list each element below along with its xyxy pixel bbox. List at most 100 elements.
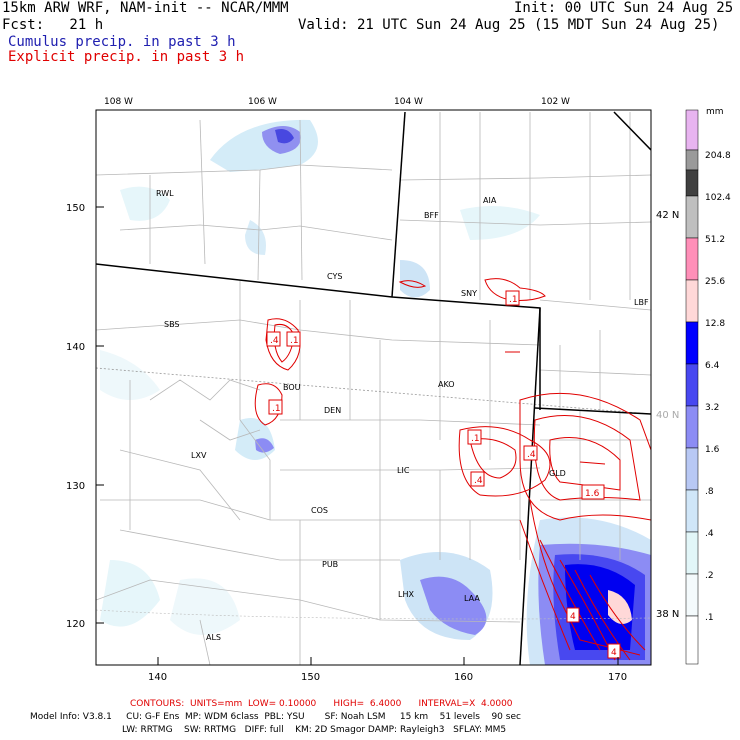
contour-label: .4 [270, 336, 279, 346]
colorbar-swatch [685, 405, 699, 449]
map-frame [95, 109, 652, 666]
lon-label: 104 W [394, 97, 423, 107]
colorbar-level: 51.2 [705, 235, 725, 245]
station-label: SBS [164, 320, 180, 329]
contour-label-box: .4 [470, 471, 485, 487]
y-tick-label: 130 [66, 481, 85, 492]
model-info-line1: Model Info: V3.8.1 CU: G-F Ens MP: WDM 6… [30, 712, 521, 722]
station-label: BFF [424, 211, 439, 220]
contours-info: CONTOURS: UNITS=mm LOW= 0.10000 HIGH= 6.… [130, 699, 513, 709]
colorbar-level: 204.8 [705, 151, 731, 161]
contour-label-box: 1.6 [581, 484, 605, 500]
station-label: LHX [398, 590, 414, 599]
station-label: LAA [464, 594, 480, 603]
colorbar-level: 6.4 [705, 361, 720, 371]
colorbar-level: 25.6 [705, 277, 725, 287]
colorbar-swatch [685, 237, 699, 281]
y-tick-label: 120 [66, 619, 85, 630]
station-label: LIC [397, 466, 410, 475]
colorbar-level: 1.6 [705, 445, 720, 455]
colorbar-swatch [685, 109, 699, 151]
y-tick-label: 140 [66, 342, 85, 353]
contour-label-box: .1 [467, 429, 482, 445]
explicit-precip-contours [254, 278, 651, 661]
lon-label: 106 W [248, 97, 277, 107]
legend-explicit: Explicit precip. in past 3 h [8, 49, 245, 65]
contour-label-box: 4 [607, 643, 621, 659]
x-tick-label: 150 [301, 672, 320, 683]
y-tick-label: 150 [66, 203, 85, 214]
colorbar-swatch [685, 531, 699, 575]
valid-time: Valid: 21 UTC Sun 24 Aug 25 (15 MDT Sun … [298, 17, 720, 33]
colorbar-swatch [685, 489, 699, 533]
legend-cumulus: Cumulus precip. in past 3 h [8, 34, 236, 50]
station-label: SNY [461, 289, 477, 298]
station-label: ALS [206, 633, 221, 642]
contour-label: 1.6 [585, 489, 600, 499]
state-boundaries [96, 111, 651, 665]
colorbar-swatch [685, 149, 699, 171]
lon-label: 102 W [541, 97, 570, 107]
colorbar-swatch [685, 615, 699, 665]
model-title: 15km ARW WRF, NAM-init -- NCAR/MMM [2, 0, 289, 16]
colorbar-level: .8 [705, 487, 714, 497]
lat-label-42n: 42 N [656, 210, 679, 221]
contour-label: .4 [474, 476, 483, 486]
colorbar-unit: mm [706, 107, 724, 117]
station-label: CYS [327, 272, 342, 281]
colorbar-swatch [685, 279, 699, 323]
station-label: LBF [634, 298, 649, 307]
latitude-40n-line [96, 367, 651, 415]
station-label: RWL [156, 189, 174, 198]
contour-label-box: .1 [505, 290, 520, 306]
lon-labels: 108 W 106 W 104 W 102 W [104, 97, 570, 107]
latitude-38n-line [96, 609, 651, 620]
station-label: LXV [191, 451, 207, 460]
station-label: PUB [322, 560, 338, 569]
colorbar-level: .4 [705, 529, 714, 539]
lon-label: 108 W [104, 97, 133, 107]
contour-label: 4 [611, 648, 617, 658]
colorbar-swatch [685, 169, 699, 197]
x-tick-label: 140 [148, 672, 167, 683]
x-tick-label: 160 [454, 672, 473, 683]
x-tick-label: 170 [608, 672, 627, 683]
contour-labels: .4 .1 .1 .1 .1 .4 .4 1.6 4 4 [266, 290, 621, 659]
contour-label-box: .4 [266, 331, 281, 347]
colorbar: mm 204.8 102.4 51.2 25.6 12.8 6.4 3.2 1.… [685, 107, 731, 665]
contour-label: .4 [527, 450, 536, 460]
station-label: DEN [324, 406, 341, 415]
y-tick-marks [96, 206, 619, 665]
forecast-hour: Fcst: 21 h [2, 17, 104, 33]
colorbar-swatch [685, 447, 699, 491]
lat-label-38n: 38 N [656, 609, 679, 620]
station-label: BOU [283, 383, 301, 392]
colorbar-level: 12.8 [705, 319, 725, 329]
colorbar-swatch [685, 195, 699, 239]
colorbar-level: 102.4 [705, 193, 731, 203]
contour-label-box: 4 [566, 607, 580, 623]
contour-label: .1 [471, 434, 480, 444]
init-time: Init: 00 UTC Sun 24 Aug 25 [514, 0, 734, 16]
colorbar-level: 3.2 [705, 403, 719, 413]
county-lines [96, 112, 651, 665]
lat-label-40n: 40 N [656, 410, 679, 421]
contour-label: .1 [290, 336, 299, 346]
station-label: GLD [549, 469, 566, 478]
x-tick-labels: 140 150 160 170 [148, 672, 627, 683]
colorbar-level: .2 [705, 571, 714, 581]
contour-label: .1 [509, 295, 518, 305]
station-label: AKO [438, 380, 455, 389]
model-info-line2: LW: RRTMG SW: RRTMG DIFF: full KM: 2D Sm… [122, 725, 507, 735]
contour-label-box: .4 [523, 445, 538, 461]
colorbar-level: .1 [705, 613, 714, 623]
contour-label: .1 [272, 404, 281, 414]
station-label: AIA [483, 196, 497, 205]
station-label: COS [311, 506, 328, 515]
colorbar-swatch [685, 321, 699, 365]
colorbar-swatch [685, 363, 699, 407]
station-labels: RWL BFF AIA CYS SNY LBF SBS BOU DEN AKO … [156, 189, 649, 642]
contour-label: 4 [570, 612, 576, 622]
